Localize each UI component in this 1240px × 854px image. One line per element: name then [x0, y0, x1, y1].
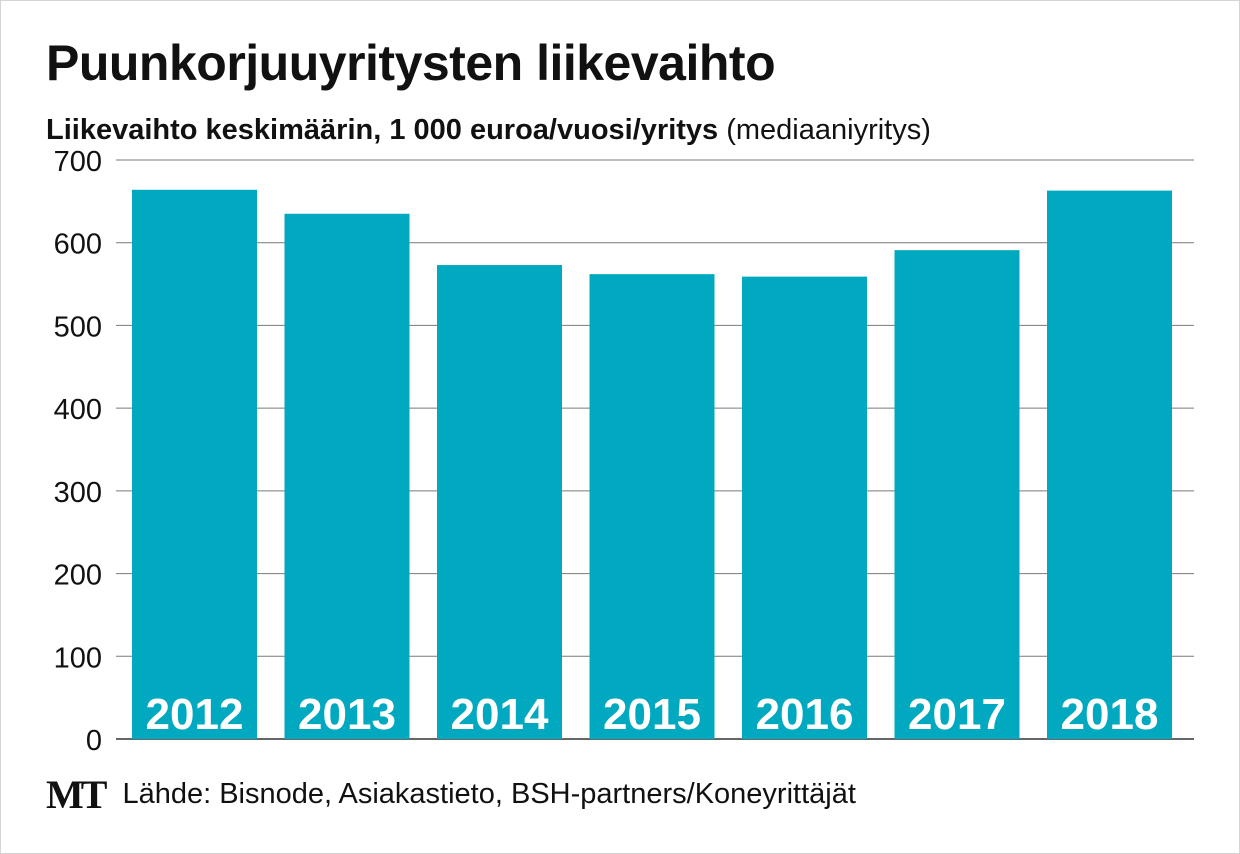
subtitle-note: (mediaaniyritys) — [726, 114, 931, 146]
x-tick-label: 2015 — [603, 690, 701, 739]
x-axis-labels: 2012 2013 2014 2015 2016 2017 2018 — [146, 690, 1159, 739]
bar-2015 — [589, 274, 715, 739]
x-tick-label: 2012 — [146, 690, 244, 739]
bar-2013 — [284, 213, 410, 739]
x-tick-label: 2013 — [298, 690, 396, 739]
bar-2016 — [742, 276, 867, 739]
x-tick-label: 2016 — [756, 690, 854, 739]
source-text: Lähde: Bisnode, Asiakastieto, BSH-partne… — [122, 777, 856, 810]
bar-2012 — [132, 189, 257, 739]
footer: MT Lähde: Bisnode, Asiakastieto, BSH-par… — [46, 772, 856, 817]
x-tick-label: 2017 — [908, 690, 1006, 739]
subtitle-main: Liikevaihto keskimäärin, 1 000 euroa/vuo… — [46, 114, 719, 146]
y-tick-label: 600 — [54, 229, 102, 261]
mt-logo: MT — [46, 771, 107, 817]
x-tick-label: 2018 — [1061, 690, 1159, 739]
y-tick-label: 0 — [86, 725, 102, 757]
y-tick-label: 300 — [54, 477, 102, 509]
y-axis-ticks: 0 100 200 300 400 500 600 700 — [54, 146, 102, 757]
y-tick-label: 700 — [54, 146, 102, 178]
x-tick-label: 2014 — [451, 690, 549, 739]
y-tick-label: 200 — [54, 560, 102, 592]
bar-2014 — [437, 265, 562, 739]
bar-2018 — [1047, 190, 1172, 740]
y-tick-label: 500 — [54, 311, 102, 343]
y-tick-label: 400 — [54, 394, 102, 426]
chart-title: Puunkorjuuyritysten liikevaihto — [46, 35, 776, 91]
y-tick-label: 100 — [54, 642, 102, 674]
chart-subtitle: Liikevaihto keskimäärin, 1 000 euroa/vuo… — [46, 114, 931, 147]
bars — [132, 189, 1172, 740]
bar-2017 — [894, 250, 1020, 739]
